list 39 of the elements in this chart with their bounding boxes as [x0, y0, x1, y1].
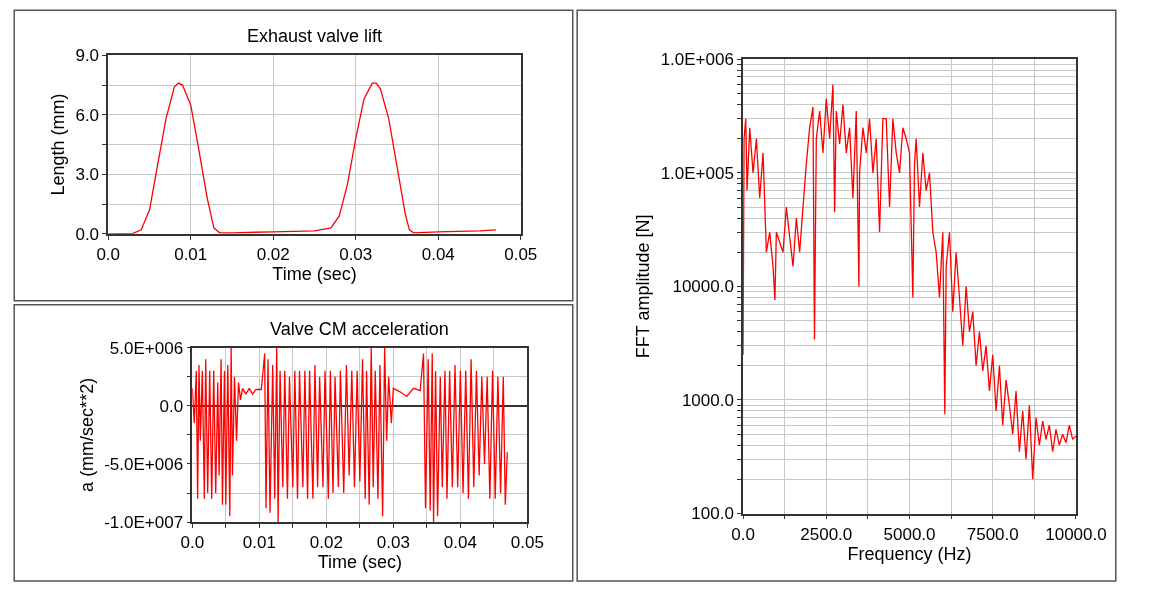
x-tick-label: 0.05: [510, 533, 544, 553]
x-tick-label: 7500.0: [966, 524, 1019, 544]
x-tick-label: 0.03: [339, 244, 373, 264]
y-tick-label: 0.0: [159, 396, 184, 416]
y-tick-label: 3.0: [75, 165, 100, 185]
y-tick-label: 6.0: [75, 105, 100, 125]
y-axis-title: FFT amplitude [N]: [633, 214, 654, 359]
chart-title: Exhaust valve lift: [247, 26, 383, 46]
line-series: [192, 347, 508, 523]
x-tick-label: 0.01: [174, 244, 208, 264]
x-axis-title: Time (sec): [272, 263, 357, 284]
x-tick-label: 0.02: [309, 533, 343, 553]
x-tick-label: 5000.0: [883, 524, 936, 544]
x-tick-label: 0.03: [376, 533, 410, 553]
y-tick-label: -5.0E+006: [104, 454, 184, 474]
x-tick-label: 0.01: [242, 533, 276, 553]
y-tick-label: 9.0: [75, 46, 100, 66]
y-tick-label: 1.0E+005: [660, 163, 734, 183]
x-axis-title: Time (sec): [317, 552, 403, 573]
x-tick-label: 10000.0: [1045, 524, 1107, 544]
x-tick-label: 2500.0: [800, 524, 853, 544]
y-tick-label: 1.0E+006: [660, 50, 734, 70]
y-tick-label: 5.0E+006: [109, 338, 184, 358]
x-tick-label: 0.02: [256, 244, 290, 264]
x-tick-label: 0.04: [421, 244, 455, 264]
y-tick-label: 100.0: [691, 504, 734, 524]
y-axis-title: a (mm/sec**2): [76, 377, 97, 492]
y-axis-title: Length (mm): [48, 93, 69, 196]
y-tick-label: 1000.0: [681, 390, 734, 410]
y-tick-label: 0.0: [75, 224, 100, 244]
x-tick-label: 0.04: [443, 533, 477, 553]
x-tick-label: 0.0: [731, 524, 755, 544]
y-tick-label: -1.0E+007: [104, 513, 184, 533]
y-tick-label: 10000.0: [672, 277, 734, 297]
line-series: [743, 83, 1076, 480]
chart-title: Valve CM acceleration: [270, 319, 449, 339]
x-tick-label: 0.0: [180, 533, 205, 553]
x-axis-title: Frequency (Hz): [847, 543, 972, 564]
x-tick-label: 0.05: [504, 244, 538, 264]
